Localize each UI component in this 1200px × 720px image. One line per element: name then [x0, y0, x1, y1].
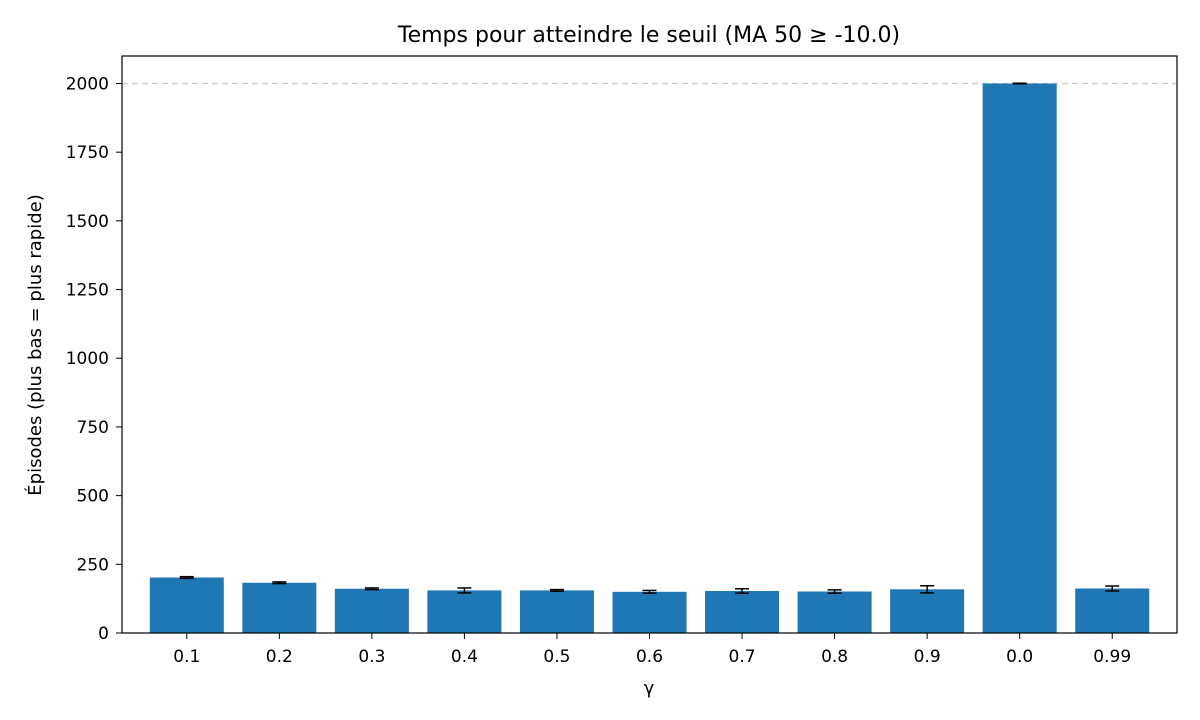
y-tick-label: 1250 [66, 281, 109, 301]
x-tick-label: 0.3 [358, 647, 385, 667]
bar [797, 591, 872, 633]
bar [890, 589, 965, 633]
x-tick-label: 0.8 [821, 647, 848, 667]
bar [334, 588, 409, 633]
x-tick-label: 0.5 [543, 647, 570, 667]
y-axis-label: Épisodes (plus bas = plus rapide) [24, 194, 46, 495]
bar [1075, 588, 1150, 633]
x-tick-label: 0.4 [451, 647, 478, 667]
x-tick-label: 0.99 [1093, 647, 1131, 667]
x-tick-label: 0.0 [1006, 647, 1033, 667]
y-tick-label: 250 [77, 555, 109, 575]
y-tick-label: 0 [98, 624, 109, 644]
bar [242, 582, 317, 633]
x-tick-label: 0.9 [914, 647, 941, 667]
bar [612, 591, 687, 633]
x-axis-label: γ [644, 678, 655, 699]
plot-area: 0.1 0.2 0.3 0.4 0.5 0.6 0.7 0.8 0.9 0.0 0.99 0 250 50… [66, 55, 1178, 667]
x-tick-label: 0.6 [636, 647, 663, 667]
y-tick-label: 2000 [66, 74, 109, 94]
axes-frame [121, 55, 1178, 634]
bar [982, 83, 1057, 633]
y-tick-label: 1750 [66, 143, 109, 163]
y-tick-label: 1500 [66, 212, 109, 232]
bar [427, 590, 502, 633]
chart-title: Temps pour atteindre le seuil (MA 50 ≥ -… [397, 23, 900, 48]
y-tick-label: 1000 [66, 349, 109, 369]
x-tick-label: 0.1 [173, 647, 200, 667]
bar [705, 590, 780, 633]
y-tick-label: 500 [77, 487, 109, 507]
x-tick-label: 0.7 [729, 647, 756, 667]
bar [149, 577, 224, 633]
x-tick-label: 0.2 [266, 647, 293, 667]
y-tick-label: 750 [77, 418, 109, 438]
bar [519, 590, 594, 633]
